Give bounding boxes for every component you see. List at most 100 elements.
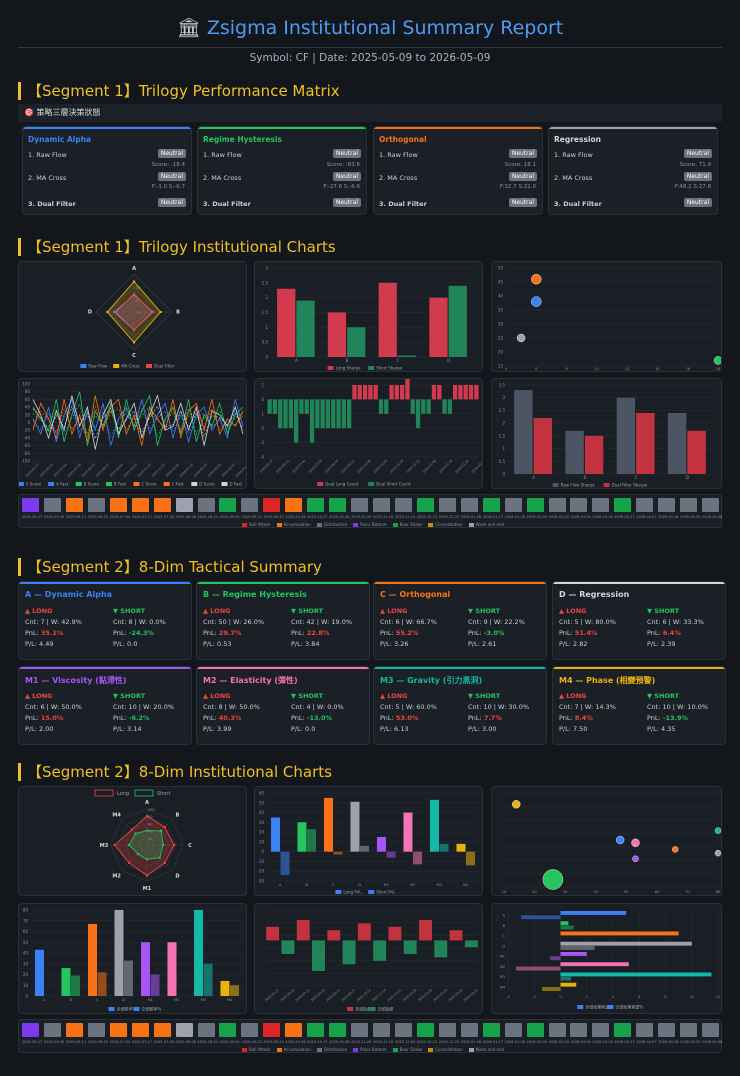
long-expectancy-bar xyxy=(560,941,692,946)
pnl-value: 6.4% xyxy=(662,629,681,637)
radar-point xyxy=(127,843,131,847)
long-pnl-bar xyxy=(270,817,280,852)
signal-row: 3. Dual Filter Neutral xyxy=(379,198,537,209)
long-count: Cnt: 6 | W: 50.0% xyxy=(25,703,82,711)
regime-cell xyxy=(373,1023,390,1037)
legend-swatch xyxy=(316,1048,322,1052)
short-stats: ▼ SHORT Cnt: 8 | W: 0.0% PnL: -24.3% P/L: 0… xyxy=(113,606,166,650)
radar-point xyxy=(132,328,136,332)
legend-swatch xyxy=(317,482,324,486)
regime-cell xyxy=(394,1023,412,1037)
x-tick-label: B xyxy=(306,883,309,887)
legend-swatch xyxy=(80,364,87,368)
short-pnl: PnL: -3.0% xyxy=(468,628,525,639)
legend-label: Bull Attack xyxy=(248,1047,271,1052)
regime-cell xyxy=(394,498,412,512)
signal-label: 3. Dual Filter xyxy=(28,200,76,208)
signal-badge: Neutral xyxy=(508,172,537,181)
regime-cell xyxy=(592,1023,610,1037)
regime-date: 2025-05-30 xyxy=(43,1040,65,1044)
legend-swatch xyxy=(316,523,322,527)
radar-axis-label: M4 xyxy=(112,813,121,819)
y-tick-label: 1 xyxy=(265,325,268,330)
short-pnl-bar xyxy=(280,851,290,876)
regime-cell xyxy=(416,498,434,512)
signal-label: 1. Raw Flow xyxy=(28,151,67,159)
signal-label: 3. Dual Filter xyxy=(379,200,427,208)
regime-cell xyxy=(263,498,281,512)
legend-swatch xyxy=(335,890,342,894)
x-tick-label: 2025-12-01 xyxy=(386,988,402,1002)
legend-swatch xyxy=(428,523,434,527)
radar-axis-label: C xyxy=(132,353,136,359)
x-tick-label: 2025-11-14 xyxy=(371,988,387,1002)
legend-swatch xyxy=(353,523,359,527)
regime-date: 2026-03-04 xyxy=(570,1040,591,1044)
bar-dual-filter-sharpe xyxy=(636,412,655,474)
regime-cell xyxy=(614,498,632,512)
short-header: ▼ SHORT xyxy=(291,692,324,700)
legend-swatch xyxy=(146,364,152,368)
x-tick-label: 2025-10-28 xyxy=(373,459,388,474)
pnl-value: -13.9% xyxy=(662,714,689,722)
x-tick-label: 10 xyxy=(502,890,506,894)
radar-point xyxy=(132,292,136,296)
short-count-bar xyxy=(336,399,341,429)
card-accent-bar xyxy=(374,667,546,669)
legend-label: Long xyxy=(117,791,129,797)
regime-date: 2025-12-23 xyxy=(438,515,460,519)
x-tick-label: 2025-12-12 xyxy=(405,459,420,474)
x-tick-label: 80 xyxy=(716,890,720,894)
x-tick-label: 2025-05-17 xyxy=(259,459,274,474)
radar-point xyxy=(134,832,137,835)
long-winrate-bar xyxy=(61,968,71,996)
regime-date: 2026-04-18 xyxy=(658,515,679,519)
long-stats: ▲ LONG Cnt: 50 | W: 26.0% PnL: 29.7% P/L: 0… xyxy=(203,606,264,650)
x-tick-label: D xyxy=(686,475,689,480)
x-tick-label: B xyxy=(70,998,73,1002)
legend-swatch xyxy=(191,482,198,486)
short-count: Cnt: 8 | W: 0.0% xyxy=(113,618,166,626)
legend-swatch xyxy=(607,1005,614,1009)
x-tick-label: 2025-07-28 xyxy=(308,459,323,474)
short-count: Cnt: 10 | W: 20.0% xyxy=(113,703,175,711)
regime-date: 2026-03-27 xyxy=(614,515,635,519)
signal-row: 3. Dual Filter Neutral xyxy=(203,198,361,209)
legend-swatch xyxy=(468,523,474,527)
regime-date: 2026-01-17 xyxy=(482,1040,504,1044)
x-tick-label: 2026-04-07 xyxy=(447,988,463,1002)
y-tick-label: 0 xyxy=(261,397,264,402)
x-tick-label: 2025-06-11 xyxy=(39,463,54,478)
regime-cell xyxy=(482,1023,500,1037)
x-tick-label: 6 xyxy=(638,995,640,999)
x-tick-label: M2 xyxy=(174,998,179,1002)
y-tick-label: M2 xyxy=(500,965,505,969)
regime-cell xyxy=(43,498,61,512)
legend-swatch xyxy=(327,366,334,370)
long-profit-factor: P/L: 0.53 xyxy=(203,640,232,648)
long-count-bar xyxy=(389,385,394,400)
signal-row: 3. Dual Filter Neutral xyxy=(554,198,712,209)
x-tick-label: 2025-08-31 xyxy=(325,988,341,1002)
radar-point xyxy=(145,874,149,877)
radar-point xyxy=(136,852,140,856)
short-profit-factor: P/L: 3.14 xyxy=(113,725,142,733)
radar-axis-label: A xyxy=(132,266,136,272)
radar-point xyxy=(127,861,131,865)
legend-label: Panic Bottom xyxy=(360,522,387,527)
regime-cell xyxy=(197,1023,215,1037)
regime-date: 2025-09-23 xyxy=(263,515,284,519)
legend-label: Wash and rest xyxy=(475,522,505,527)
y-tick-label: -100 xyxy=(21,459,31,464)
8dim-bubble-chart: 10 20 30 40 50 60 70 80 xyxy=(491,786,722,896)
legend-label: C Fast xyxy=(172,482,185,487)
bar-dual-filter-sharpe xyxy=(687,430,706,474)
radar-tick: -50 xyxy=(136,311,142,315)
signal-badge: Neutral xyxy=(157,198,186,207)
long-header: ▲ LONG xyxy=(25,607,53,615)
regime-date: 2026-02-09 xyxy=(526,515,547,519)
legend-label: B Fast xyxy=(114,482,126,487)
y-tick-label: 35 xyxy=(498,308,504,313)
regime-cell xyxy=(65,1023,83,1037)
y-tick-label: 20 xyxy=(259,830,265,835)
